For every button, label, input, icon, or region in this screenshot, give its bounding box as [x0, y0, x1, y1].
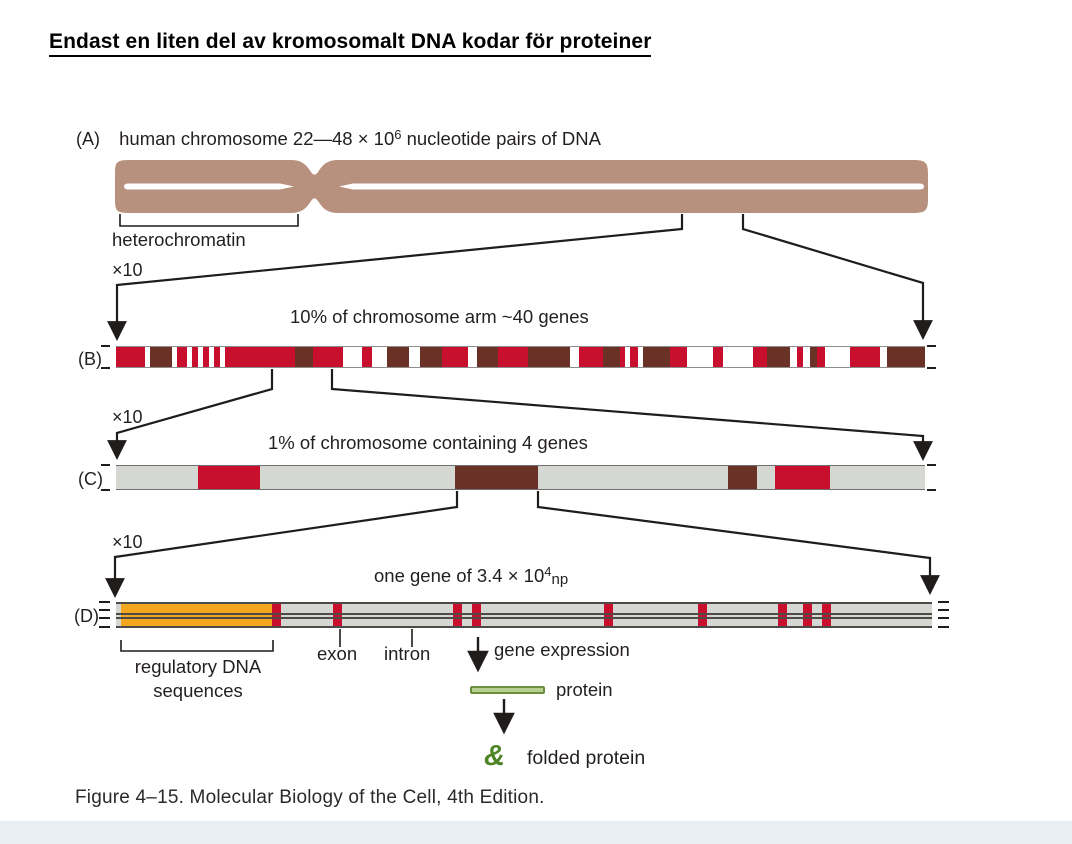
chromosome-shape	[115, 160, 928, 213]
gene-expression-label: gene expression	[494, 639, 630, 660]
band-segment-brown	[387, 347, 409, 367]
regulatory-dna-label-line1: regulatory DNA	[134, 656, 262, 677]
band-segment-white	[790, 347, 797, 367]
regulatory-dna-label-line2: sequences	[153, 680, 243, 701]
band-segment-brown	[810, 347, 817, 367]
dna-rail-line	[116, 617, 932, 619]
heterochromatin-label: heterochromatin	[112, 229, 246, 250]
band-segment-brown	[603, 347, 620, 367]
panel-d-caption: one gene of 3.4 × 104np	[374, 564, 568, 588]
heterochromatin-bracket	[119, 214, 299, 227]
band-segment-brown	[420, 347, 442, 367]
regulatory-dna-region	[121, 602, 272, 628]
dna-rail-line	[116, 626, 932, 628]
folded-protein-label: folded protein	[527, 747, 646, 769]
band-segment-gray	[260, 466, 455, 489]
panel-d-caption-prefix: one gene of 3.4 × 10	[374, 565, 545, 586]
gene-bar	[116, 602, 932, 628]
band-segment-gray	[830, 466, 925, 489]
exon-stripe	[604, 602, 613, 628]
band-segment-red	[116, 347, 145, 367]
exon-stripe	[803, 602, 812, 628]
band-segment-white	[803, 347, 810, 367]
dna-rail-line	[116, 613, 932, 615]
panel-d-caption-unit: np	[551, 571, 569, 588]
band-segment-brown	[728, 466, 757, 489]
band-segment-red	[775, 466, 830, 489]
regulatory-dna-bracket	[120, 640, 274, 652]
chromosome-region-bar	[116, 465, 925, 490]
panel-b-label: (B)	[78, 349, 102, 369]
band-segment-white	[570, 347, 579, 367]
intron-label: intron	[384, 643, 431, 664]
band-segment-red	[670, 347, 687, 367]
exon-stripe	[698, 602, 707, 628]
band-segment-white	[825, 347, 850, 367]
panel-a-caption-prefix: human chromosome 22—48 × 10	[119, 128, 395, 149]
slide-title: Endast en liten del av kromosomalt DNA k…	[49, 30, 652, 57]
exon-label: exon	[317, 643, 358, 664]
band-segment-white	[409, 347, 420, 367]
band-segment-brown	[150, 347, 172, 367]
band-segment-red	[579, 347, 603, 367]
band-segment-brown	[767, 347, 790, 367]
band-segment-brown	[477, 347, 498, 367]
protein-label: protein	[556, 679, 613, 700]
band-segment-red	[817, 347, 825, 367]
band-segment-brown	[295, 347, 313, 367]
band-segment-red	[225, 347, 295, 367]
chromatid-gap-left	[124, 183, 294, 190]
panel-c-label: (C)	[78, 469, 103, 489]
magnification-label-1: ×10	[112, 260, 143, 280]
exon-stripe	[822, 602, 831, 628]
band-segment-white	[468, 347, 477, 367]
band-segment-white	[687, 347, 713, 367]
band-segment-gray	[538, 466, 728, 489]
panel-c-caption: 1% of chromosome containing 4 genes	[268, 432, 588, 453]
exon-stripe	[778, 602, 787, 628]
band-segment-red	[198, 466, 260, 489]
band-segment-gray	[116, 466, 198, 489]
chromatid-gap-right	[339, 183, 924, 190]
band-segment-brown	[455, 466, 538, 489]
band-segment-brown	[643, 347, 670, 367]
band-segment-brown	[887, 347, 925, 367]
exon-stripe	[272, 602, 281, 628]
chromosome-arm-bar	[116, 346, 925, 368]
band-segment-white	[723, 347, 753, 367]
band-segment-red	[713, 347, 723, 367]
funnel-c-d-right	[536, 491, 940, 595]
exon-stripe	[472, 602, 481, 628]
folded-protein-icon: &	[484, 740, 505, 772]
panel-a-label: (A)	[76, 129, 100, 149]
panel-a-caption: (A) human chromosome 22—48 × 106 nucleot…	[76, 127, 601, 150]
panel-a-caption-exponent: 6	[394, 127, 402, 142]
exon-stripe	[453, 602, 462, 628]
band-segment-red	[362, 347, 372, 367]
band-segment-red	[498, 347, 528, 367]
band-segment-brown	[528, 347, 570, 367]
band-segment-red	[630, 347, 638, 367]
band-segment-red	[753, 347, 767, 367]
exon-stripe	[333, 602, 342, 628]
funnel-a-b-right	[741, 214, 933, 340]
panel-d-label: (D)	[74, 606, 99, 626]
panel-b-caption: 10% of chromosome arm ~40 genes	[290, 306, 589, 327]
magnification-label-2: ×10	[112, 407, 143, 427]
figure-caption: Figure 4–15. Molecular Biology of the Ce…	[75, 787, 545, 808]
band-segment-white	[880, 347, 887, 367]
band-segment-red	[313, 347, 343, 367]
magnification-label-3: ×10	[112, 532, 143, 552]
dna-rail-line	[116, 602, 932, 604]
band-segment-red	[442, 347, 468, 367]
band-segment-white	[372, 347, 387, 367]
band-segment-gray	[757, 466, 775, 489]
footer-band	[0, 821, 1072, 844]
protein-bar	[470, 686, 545, 694]
panel-a-caption-suffix: nucleotide pairs of DNA	[401, 128, 601, 149]
band-segment-white	[343, 347, 362, 367]
band-segment-red	[177, 347, 187, 367]
band-segment-red	[850, 347, 880, 367]
